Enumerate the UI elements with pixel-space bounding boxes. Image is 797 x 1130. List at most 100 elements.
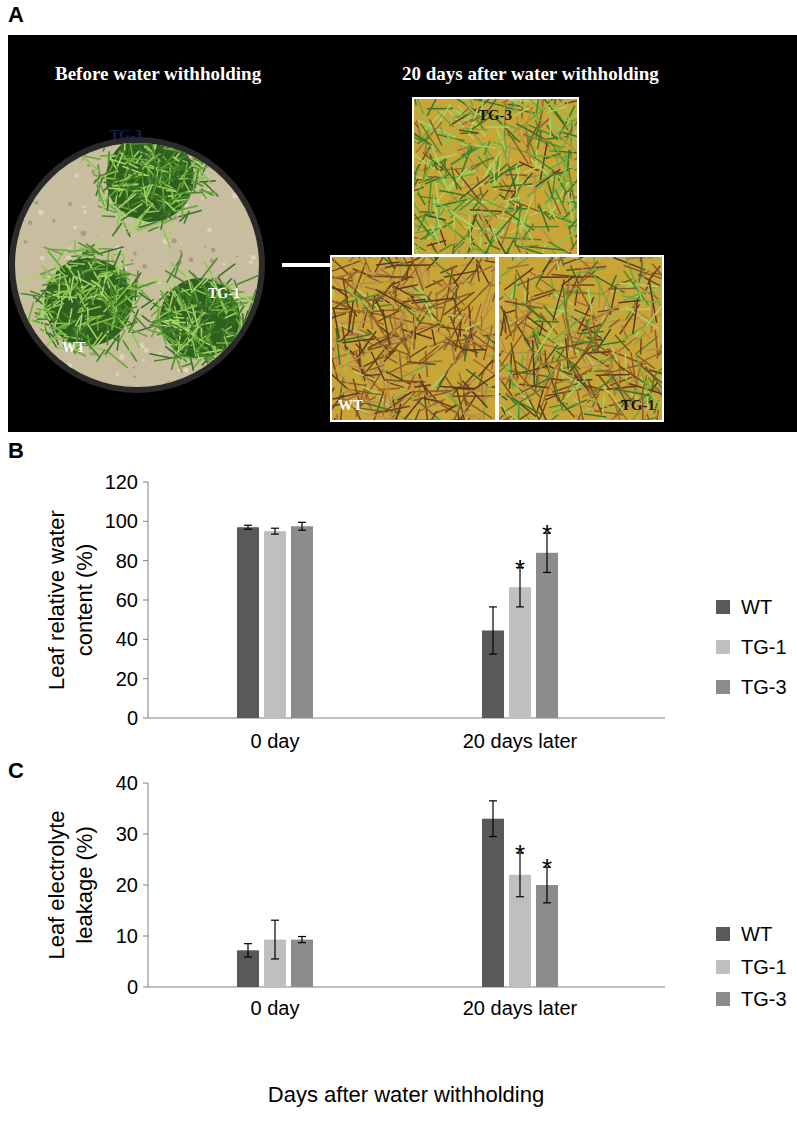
soil-speck bbox=[142, 359, 145, 362]
grass-blade bbox=[182, 363, 191, 366]
grass-blade bbox=[507, 134, 520, 141]
grass-blade bbox=[572, 111, 575, 146]
grass-blade bbox=[411, 256, 423, 290]
photo-title: 20 days after water withholding bbox=[402, 63, 659, 84]
grass-blade bbox=[334, 309, 339, 338]
grass-blade bbox=[161, 134, 176, 141]
grass-blade bbox=[440, 191, 465, 196]
grass-blade bbox=[505, 136, 507, 153]
grass-blade bbox=[125, 264, 133, 265]
grass-blade bbox=[513, 201, 540, 212]
grass-blade bbox=[472, 248, 506, 255]
grass-blade bbox=[125, 305, 135, 313]
grass-blade bbox=[161, 295, 173, 311]
grass-blade bbox=[165, 141, 186, 147]
grass-blade bbox=[469, 236, 481, 245]
grass-blade bbox=[453, 216, 455, 229]
soil-speck bbox=[171, 238, 176, 243]
grass-blade bbox=[179, 198, 189, 206]
grass-blade bbox=[518, 407, 520, 421]
grass-blade bbox=[471, 210, 502, 212]
grass-blade bbox=[81, 332, 88, 338]
grass-blade bbox=[548, 204, 555, 219]
grass-blade bbox=[200, 190, 217, 193]
soil-speck bbox=[211, 248, 216, 253]
grass-blade bbox=[401, 322, 411, 362]
grass-blade bbox=[441, 387, 475, 389]
grass-blade bbox=[167, 137, 169, 148]
grass-blade bbox=[200, 181, 216, 182]
grass-blade bbox=[462, 343, 496, 348]
grass-blade bbox=[335, 371, 350, 385]
grass-blade bbox=[535, 170, 560, 187]
grass-blade bbox=[361, 370, 383, 405]
grass-blade bbox=[354, 263, 365, 294]
grass-blade bbox=[174, 317, 184, 319]
soil-speck bbox=[251, 306, 255, 310]
grass-blade bbox=[103, 215, 115, 217]
grass-blade bbox=[128, 149, 130, 175]
soil-speck bbox=[37, 174, 39, 176]
grass-blade bbox=[520, 195, 533, 232]
soil-speck bbox=[204, 246, 206, 248]
grass-blade bbox=[468, 193, 497, 217]
grass-blade bbox=[75, 329, 78, 340]
grass-blade bbox=[86, 244, 102, 255]
grass-blade bbox=[123, 116, 134, 127]
grass-blade bbox=[545, 191, 551, 201]
grass-blade bbox=[148, 330, 166, 335]
grass-blade bbox=[130, 273, 141, 288]
grass-blade bbox=[398, 285, 417, 289]
grass-blade bbox=[157, 308, 158, 327]
grass-blade bbox=[371, 276, 413, 277]
grass-blade bbox=[165, 150, 177, 165]
grass-blade bbox=[498, 156, 500, 182]
grass-blade bbox=[428, 350, 440, 356]
soil-speck bbox=[202, 149, 205, 152]
grass-blade bbox=[461, 260, 485, 265]
grass-blade bbox=[432, 330, 435, 345]
grass-blade bbox=[362, 386, 375, 393]
grass-blade bbox=[395, 404, 401, 421]
grass-blade bbox=[571, 238, 578, 250]
grass-blade bbox=[455, 398, 464, 419]
grass-blade bbox=[414, 410, 420, 421]
grass-blade bbox=[352, 281, 393, 284]
soil-speck bbox=[180, 243, 182, 245]
grass-blade bbox=[447, 133, 453, 149]
photo-label: TG-3 bbox=[478, 107, 512, 123]
grass-blade bbox=[444, 98, 478, 112]
grass-blade bbox=[64, 263, 70, 269]
grass-blade bbox=[145, 131, 166, 137]
grass-blade bbox=[549, 112, 559, 141]
grass-blade bbox=[640, 327, 650, 338]
grass-blade bbox=[184, 212, 189, 223]
grass-blade bbox=[486, 355, 496, 357]
soil-speck bbox=[210, 258, 214, 262]
grass-blade bbox=[550, 147, 566, 151]
grass-blade bbox=[451, 167, 457, 189]
grass-blade bbox=[505, 319, 506, 332]
grass-blade bbox=[95, 292, 108, 304]
grass-blade bbox=[27, 303, 34, 327]
grass-blade bbox=[555, 189, 568, 215]
grass-blade bbox=[117, 335, 119, 350]
grass-blade bbox=[418, 193, 424, 204]
grass-blade bbox=[90, 260, 95, 268]
grass-blade bbox=[147, 211, 158, 212]
pot-label: WT bbox=[62, 340, 86, 355]
grass-blade bbox=[409, 294, 424, 296]
grass-blade bbox=[151, 140, 154, 156]
grass-blade bbox=[393, 356, 409, 358]
grass-blade bbox=[75, 284, 89, 296]
soil-speck bbox=[54, 142, 59, 147]
soil-speck bbox=[249, 171, 253, 175]
soil-speck bbox=[37, 358, 40, 361]
grass-blade bbox=[418, 213, 426, 230]
grass-blade bbox=[80, 247, 88, 249]
grass-blade bbox=[108, 152, 110, 165]
grass-blade bbox=[460, 130, 478, 133]
grass-blade bbox=[437, 112, 453, 127]
grass-blade bbox=[69, 263, 84, 264]
grass-blade bbox=[199, 310, 202, 323]
